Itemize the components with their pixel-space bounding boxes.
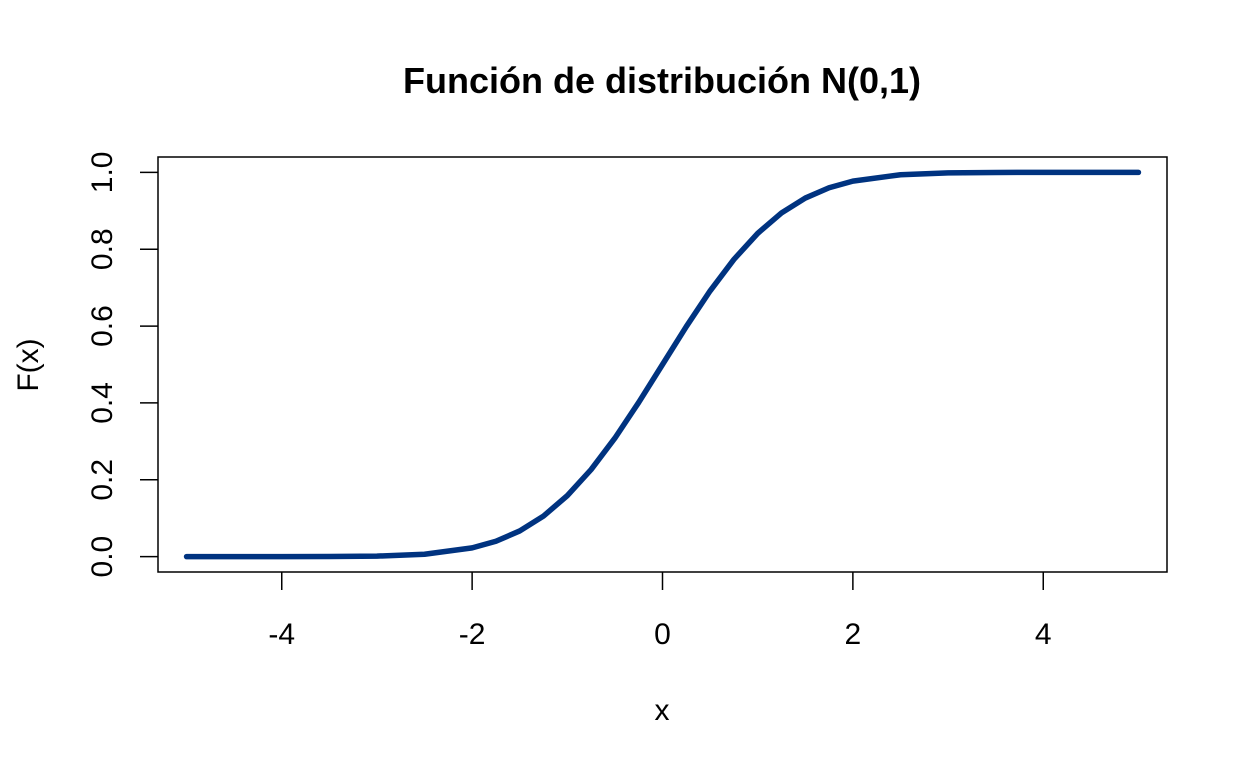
chart-title: Función de distribución N(0,1) — [403, 60, 921, 101]
y-tick-label: 0.4 — [86, 382, 119, 424]
y-axis: 0.0 0.2 0.4 0.6 0.8 1.0 — [86, 152, 158, 578]
y-tick-label: 1.0 — [86, 152, 119, 194]
y-axis-label: F(x) — [12, 338, 45, 391]
x-tick-label: 0 — [654, 618, 671, 651]
cdf-line — [183, 169, 1142, 560]
y-tick-label: 0.6 — [86, 305, 119, 347]
y-tick-label: 0.2 — [86, 459, 119, 501]
x-tick-label: 2 — [845, 618, 862, 651]
x-axis-label: x — [655, 694, 670, 727]
y-tick-label: 0.0 — [86, 536, 119, 578]
x-axis: -4 -2 0 2 4 — [268, 572, 1052, 651]
x-tick-label: -2 — [459, 618, 486, 651]
x-tick-label: 4 — [1035, 618, 1052, 651]
y-tick-label: 0.8 — [86, 228, 119, 270]
x-tick-label: -4 — [268, 618, 295, 651]
